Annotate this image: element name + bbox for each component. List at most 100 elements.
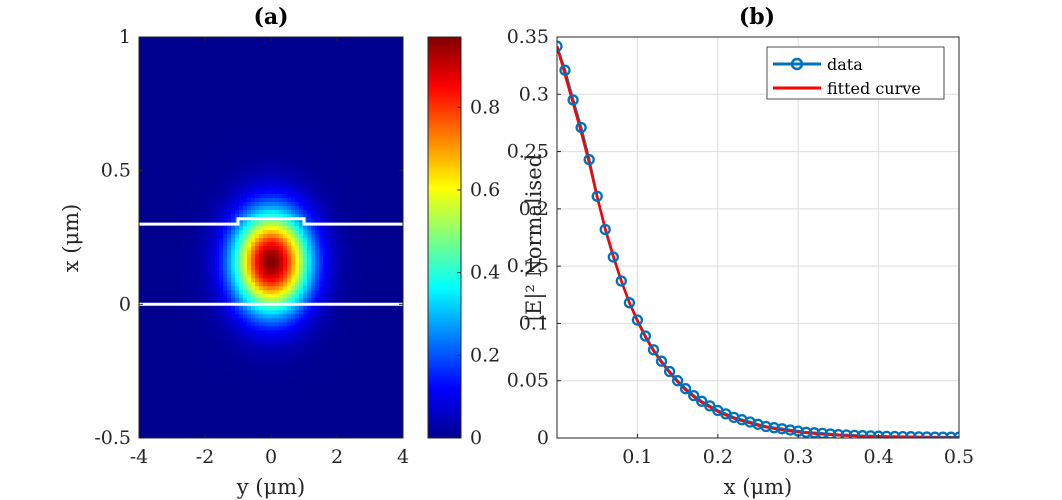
heatmap-cell <box>159 205 164 211</box>
heatmap-cell <box>343 321 348 327</box>
heatmap-cell <box>227 233 232 239</box>
heatmap-cell <box>159 385 164 391</box>
heatmap-cell <box>343 425 348 431</box>
heatmap-cell <box>195 169 200 174</box>
heatmap-cell <box>139 309 144 315</box>
heatmap-cell <box>183 321 188 327</box>
heatmap-cell <box>263 385 268 391</box>
heatmap-cell <box>279 297 284 303</box>
heatmap-cell <box>287 397 292 403</box>
heatmap-cell <box>231 173 236 178</box>
heatmap-cell <box>175 265 180 271</box>
heatmap-cell <box>371 257 376 263</box>
heatmap-cell <box>215 341 220 347</box>
heatmap-cell <box>195 281 200 287</box>
heatmap-cell <box>355 397 360 403</box>
heatmap-cell <box>163 341 168 347</box>
heatmap-cell <box>283 421 288 427</box>
heatmap-cell <box>327 333 332 339</box>
heatmap-cell <box>279 397 284 403</box>
heatmap-cell <box>303 309 308 315</box>
heatmap-cell <box>223 377 228 383</box>
heatmap-cell <box>199 149 204 154</box>
heatmap-cell <box>291 381 296 387</box>
heatmap-cell <box>283 413 288 419</box>
heatmap-cell <box>363 145 368 150</box>
heatmap-cell <box>275 341 280 347</box>
heatmap-cell <box>235 137 240 142</box>
heatmap-cell <box>351 253 356 259</box>
heatmap-cell <box>331 377 336 383</box>
heatmap-cell <box>343 313 348 319</box>
heatmap-cell <box>191 417 196 423</box>
heatmap-cell <box>215 393 220 399</box>
heatmap-cell <box>183 357 188 363</box>
heatmap-cell <box>315 197 320 203</box>
heatmap-cell <box>163 345 168 351</box>
heatmap-cell <box>363 425 368 431</box>
heatmap-cell <box>295 321 300 327</box>
heatmap-cell <box>267 169 272 174</box>
heatmap-cell <box>259 201 264 207</box>
heatmap-cell <box>327 421 332 427</box>
heatmap-cell <box>287 373 292 379</box>
heatmap-cell <box>247 173 252 178</box>
heatmap-cell <box>155 325 160 331</box>
heatmap-cell <box>283 221 288 227</box>
heatmap-cell <box>195 385 200 391</box>
heatmap-cell <box>399 313 403 319</box>
heatmap-cell <box>227 433 232 438</box>
heatmap-cell <box>379 361 384 367</box>
heatmap-cell <box>371 413 376 419</box>
heatmap-cell <box>315 433 320 438</box>
heatmap-cell <box>267 229 272 235</box>
heatmap-cell <box>267 389 272 395</box>
heatmap-cell <box>167 153 172 158</box>
heatmap-cell <box>295 425 300 431</box>
heatmap-cell <box>171 141 176 146</box>
heatmap-cell <box>315 397 320 403</box>
heatmap-cell <box>391 237 396 243</box>
heatmap-cell <box>227 377 232 383</box>
heatmap-cell <box>155 273 160 279</box>
heatmap-cell <box>363 309 368 315</box>
heatmap-cell <box>255 209 260 215</box>
heatmap-cell <box>211 257 216 263</box>
heatmap-cell <box>355 329 360 335</box>
heatmap-cell <box>287 389 292 395</box>
heatmap-cell <box>283 341 288 347</box>
heatmap-cell <box>279 133 284 138</box>
heatmap-cell <box>191 149 196 154</box>
heatmap-cell <box>303 245 308 251</box>
heatmap-cell <box>199 205 204 211</box>
heatmap-cell <box>243 389 248 395</box>
heatmap-cell <box>263 233 268 239</box>
heatmap-cell <box>219 145 224 150</box>
heatmap-cell <box>267 321 272 327</box>
heatmap-cell <box>291 373 296 379</box>
heatmap-cell <box>179 413 184 419</box>
heatmap-cell <box>311 169 316 174</box>
heatmap-cell <box>247 313 252 319</box>
heatmap-cell <box>339 385 344 391</box>
heatmap-cell <box>315 333 320 339</box>
heatmap-cell <box>323 397 328 403</box>
heatmap-cell <box>223 249 228 255</box>
heatmap-cell <box>395 413 400 419</box>
heatmap-cell <box>287 385 292 391</box>
heatmap-cell <box>311 141 316 146</box>
heatmap-cell <box>275 161 280 166</box>
heatmap-cell <box>239 185 244 190</box>
heatmap-cell <box>367 317 372 323</box>
heatmap-cell <box>399 433 403 438</box>
heatmap-cell <box>379 381 384 387</box>
heatmap-cell <box>191 153 196 158</box>
heatmap-cell <box>259 353 264 359</box>
heatmap-cell <box>295 185 300 190</box>
heatmap-cell <box>191 405 196 411</box>
heatmap-cell <box>351 197 356 203</box>
heatmap-cell <box>167 241 172 247</box>
heatmap-cell <box>227 373 232 379</box>
heatmap-cell <box>395 285 400 291</box>
heatmap-cell <box>339 137 344 142</box>
